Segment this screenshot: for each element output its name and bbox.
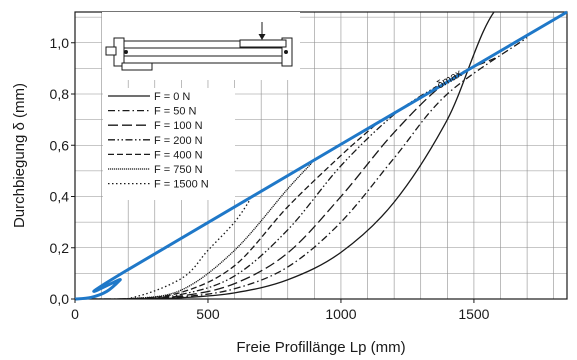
legend-label: F = 50 N <box>154 106 197 118</box>
legend: F = 0 N F = 50 N F = 100 N F = 200 N F = 400… <box>103 88 235 200</box>
y-tick-label: 1,0 <box>50 35 70 51</box>
x-tick-label: 1000 <box>325 306 356 322</box>
profile-drawing <box>105 22 293 71</box>
legend-label: F = 200 N <box>154 135 203 147</box>
y-tick-label: 0,4 <box>50 189 70 205</box>
y-tick-label: 0,8 <box>50 86 70 102</box>
max-deflection-line <box>74 10 568 301</box>
profile-illustration <box>102 12 300 80</box>
x-tick-label: 500 <box>196 306 220 322</box>
y-tick-label: 0,6 <box>50 137 70 153</box>
x-axis-ticks: 0 500 1000 1500 <box>71 299 490 322</box>
legend-label: F = 100 N <box>154 120 203 132</box>
legend-label: F = 400 N <box>154 149 203 161</box>
max-line-path <box>74 10 568 301</box>
legend-label: F = 0 N <box>154 91 190 103</box>
x-tick-label: 0 <box>71 306 79 322</box>
series-line-4 <box>75 124 376 299</box>
y-tick-label: 0,0 <box>50 291 70 307</box>
legend-background <box>103 88 235 200</box>
x-tick-label: 1500 <box>458 306 489 322</box>
legend-label: F = 750 N <box>154 164 203 176</box>
load-arrow-icon <box>258 34 266 40</box>
y-tick-label: 0,2 <box>50 240 70 256</box>
series-lines <box>75 12 567 299</box>
y-axis-label: Durchbiegung δ (mm) <box>11 83 28 228</box>
plot-frame <box>74 11 568 300</box>
plot-border <box>74 11 568 300</box>
series-line-5 <box>75 162 313 299</box>
x-axis-label: Freie Profillänge Lp (mm) <box>236 339 405 356</box>
delta-max-annotation: δmax <box>435 67 465 91</box>
legend-label: F = 1500 N <box>154 179 209 191</box>
y-axis-ticks: 0,0 0,2 0,4 0,6 0,8 1,0 <box>50 35 75 307</box>
